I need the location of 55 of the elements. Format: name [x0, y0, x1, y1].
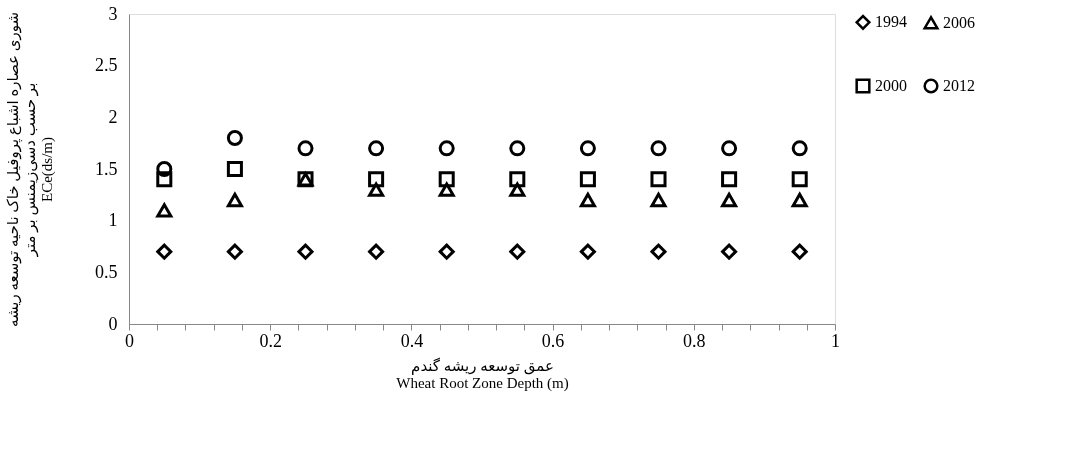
- point: [791, 171, 808, 188]
- point: [509, 243, 526, 260]
- y-tick-label: 2: [108, 106, 118, 127]
- point: [297, 140, 314, 157]
- point: [791, 140, 808, 157]
- point: [368, 243, 385, 260]
- point: [438, 171, 455, 188]
- point: [438, 140, 455, 157]
- point: [791, 192, 808, 208]
- y-tick-label: 0.5: [95, 261, 118, 282]
- legend-label: 2000: [875, 77, 907, 94]
- x-tick-label: 0.4: [400, 330, 424, 351]
- legend-label: 2012: [943, 77, 975, 94]
- point: [297, 243, 314, 260]
- point: [509, 140, 526, 157]
- point: [721, 192, 738, 208]
- y-tick-label: 1: [108, 210, 118, 231]
- x-tick-label: 0.6: [541, 330, 565, 351]
- point: [509, 171, 526, 188]
- point: [721, 140, 738, 157]
- point: [721, 171, 738, 188]
- legend-label: 1994: [875, 13, 907, 31]
- point: [579, 171, 596, 188]
- point: [650, 171, 667, 188]
- point: [438, 182, 455, 197]
- point: [156, 160, 173, 178]
- point: [579, 243, 596, 260]
- point: [226, 160, 243, 178]
- y-tick-label: 2.5: [95, 55, 118, 76]
- y-tick-label: 1.5: [95, 158, 118, 179]
- y-tick-label: 3: [108, 3, 118, 24]
- point: [721, 243, 738, 260]
- point: [368, 171, 385, 188]
- point: [226, 129, 243, 147]
- point: [650, 243, 667, 260]
- point: [579, 192, 596, 208]
- point: [791, 243, 808, 260]
- x-tick-label: 1: [831, 330, 840, 351]
- legend-label: 2006: [943, 13, 975, 31]
- point: [368, 140, 385, 157]
- point: [509, 182, 526, 197]
- point: [650, 140, 667, 157]
- point: [650, 192, 667, 208]
- y-tick-label: 0: [108, 313, 118, 334]
- point: [226, 243, 243, 260]
- x-tick-label: 0.2: [259, 330, 282, 351]
- x-tick-label: 0.8: [683, 330, 706, 351]
- point: [368, 182, 385, 197]
- point: [438, 243, 455, 260]
- point: [226, 192, 243, 208]
- point: [579, 140, 596, 157]
- point: [156, 243, 173, 260]
- point: [156, 171, 173, 188]
- point: [156, 203, 173, 218]
- x-tick-label: 0: [125, 330, 134, 351]
